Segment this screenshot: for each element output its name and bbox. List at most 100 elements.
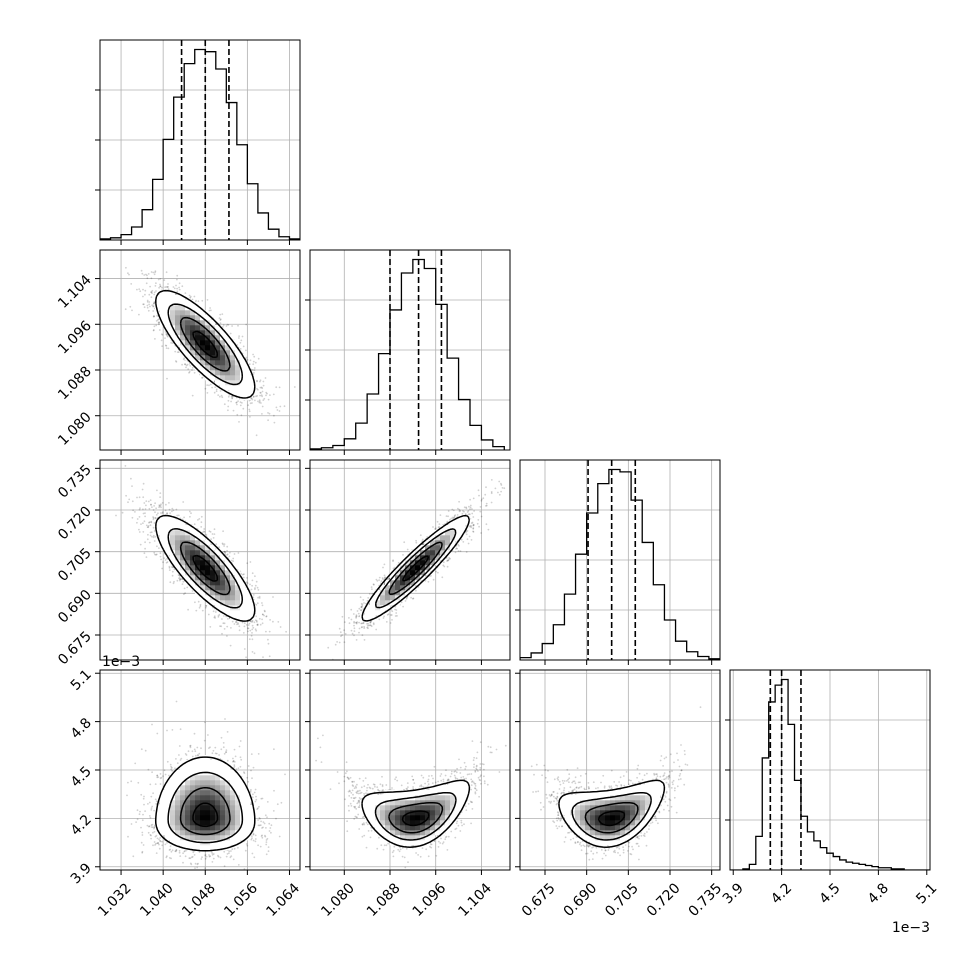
sample-point [200, 515, 203, 518]
sample-point [221, 396, 224, 399]
sample-point [152, 517, 155, 519]
sample-point [239, 404, 242, 407]
sample-point [191, 298, 194, 301]
axes-frame [309, 249, 511, 451]
sample-point [128, 498, 131, 501]
sample-point [138, 288, 141, 290]
sample-point [257, 596, 259, 599]
density-cell [170, 315, 176, 321]
sample-point [219, 322, 222, 324]
sample-point [161, 333, 163, 336]
density-cell [230, 375, 236, 381]
density-cell [160, 295, 166, 301]
sample-point [159, 496, 162, 498]
sample-point [208, 309, 211, 312]
sample-point [147, 309, 150, 312]
sample-point [153, 522, 156, 524]
sample-point [261, 387, 264, 390]
sample-point [207, 613, 210, 616]
sample-point [131, 500, 134, 503]
sample-point [171, 566, 174, 569]
density-cell [160, 305, 166, 311]
sample-point [172, 286, 175, 288]
sample-point [222, 326, 224, 328]
sample-point [251, 651, 254, 653]
sample-point [221, 632, 223, 635]
sample-point [189, 515, 191, 518]
density-cell [210, 345, 216, 351]
sample-point [224, 551, 227, 553]
sample-point [259, 380, 261, 383]
sample-point [205, 605, 208, 607]
contour-line-3 [192, 330, 219, 359]
sample-point [267, 642, 270, 645]
sample-point [149, 531, 152, 534]
sample-point [223, 543, 226, 546]
sample-point [152, 526, 155, 529]
sample-point [237, 324, 239, 327]
sample-point [179, 578, 182, 580]
sample-point [161, 334, 164, 336]
density-cell [210, 340, 216, 346]
sample-point [152, 315, 155, 318]
sample-point [163, 279, 166, 281]
sample-point [165, 332, 168, 335]
sample-point [142, 288, 144, 291]
sample-point [226, 635, 228, 637]
sample-point [247, 630, 249, 633]
sample-point [249, 583, 251, 586]
density-cell [165, 305, 171, 311]
sample-point [221, 618, 223, 620]
sample-point [197, 300, 200, 303]
density-cell [205, 345, 211, 351]
density-cell [175, 305, 181, 311]
sample-point [248, 410, 251, 413]
density-cell [195, 335, 201, 341]
sample-point [209, 531, 212, 533]
density-cell [190, 350, 196, 356]
sample-point [154, 270, 157, 272]
sample-point [283, 405, 286, 408]
sample-point [125, 266, 127, 269]
sample-point [227, 324, 230, 326]
sample-point [198, 606, 201, 609]
sample-point [175, 284, 177, 287]
sample-point [183, 593, 185, 595]
sample-point [161, 286, 163, 289]
sample-point [164, 337, 166, 339]
density-cell [155, 305, 161, 311]
panel-content [115, 465, 287, 659]
sample-point [259, 391, 262, 394]
density-cell [170, 305, 176, 311]
density-cell [160, 315, 166, 321]
sample-point [161, 567, 164, 570]
sample-point [260, 392, 262, 394]
sample-point [153, 301, 156, 303]
sample-point [167, 285, 169, 288]
sample-point [228, 394, 231, 396]
sample-point [223, 403, 226, 406]
sample-point [166, 512, 169, 515]
sample-point [250, 397, 253, 400]
sample-point [158, 323, 160, 326]
density-cell [235, 360, 241, 366]
sample-point [239, 348, 242, 350]
density-cell [235, 375, 241, 381]
density-cell [205, 370, 211, 376]
sample-point [250, 588, 253, 591]
sample-point [248, 363, 251, 365]
sample-point [147, 500, 150, 503]
sample-point [193, 371, 196, 374]
sample-point [226, 549, 229, 552]
sample-point [252, 363, 255, 366]
density-cell [235, 365, 241, 371]
sample-point [211, 386, 214, 389]
histogram-panel-3 [725, 669, 931, 871]
sample-point [176, 514, 179, 517]
sample-point [256, 623, 259, 626]
sample-point [269, 394, 271, 396]
sample-point [191, 366, 194, 369]
sample-point [200, 521, 203, 524]
sample-point [251, 402, 253, 404]
sample-point [213, 616, 216, 619]
